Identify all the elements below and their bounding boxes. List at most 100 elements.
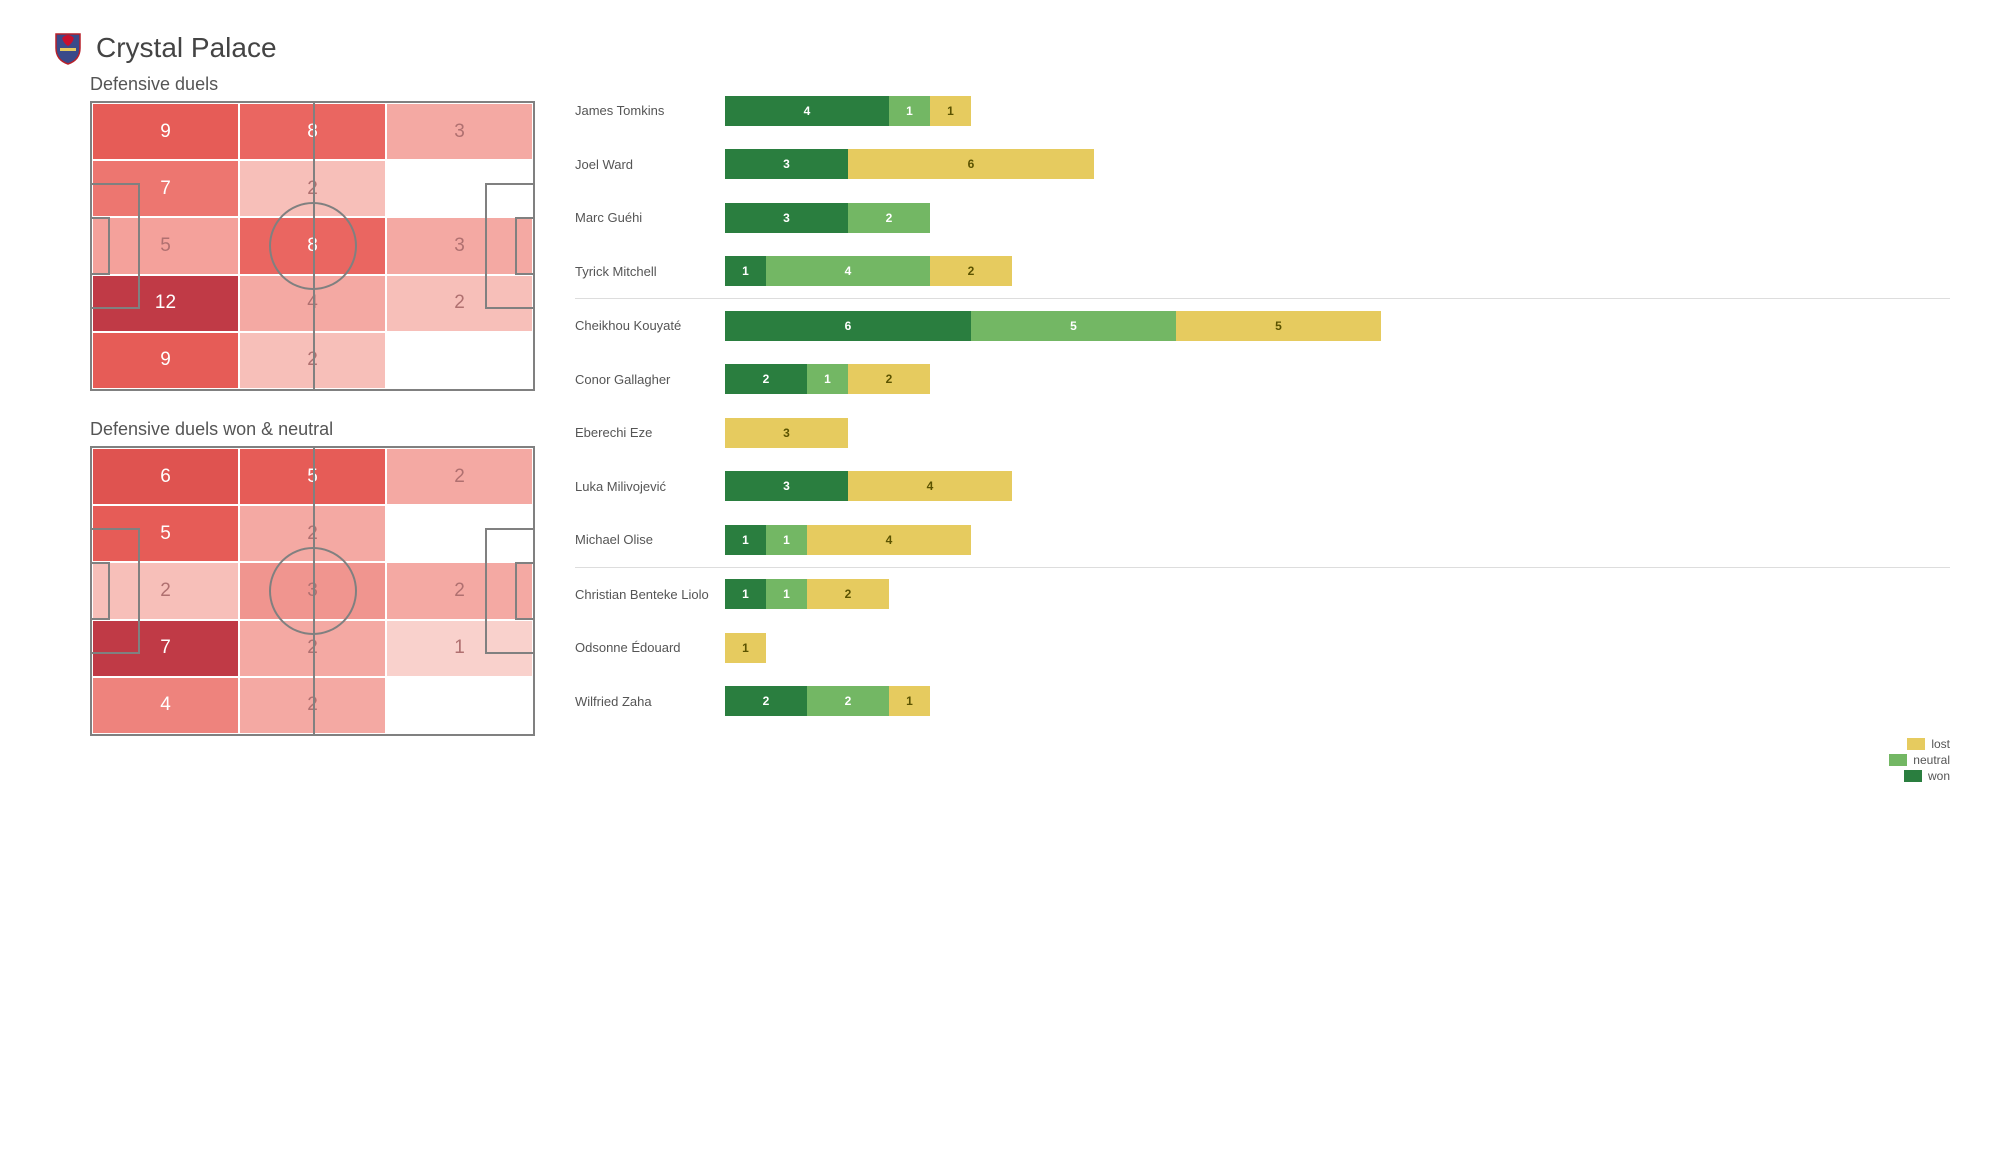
bar-track: 142 [725, 256, 1950, 286]
player-name: James Tomkins [575, 103, 725, 118]
legend-swatch [1907, 738, 1925, 750]
bar-section: Cheikhou Kouyaté655Conor Gallagher212Ebe… [575, 298, 1950, 567]
player-name: Conor Gallagher [575, 372, 725, 387]
player-row: James Tomkins411 [575, 84, 1950, 138]
pitch-cell: 8 [239, 103, 386, 160]
player-row: Michael Olise114 [575, 513, 1950, 567]
player-row: Christian Benteke Liolo112 [575, 568, 1950, 622]
bar-segment-won: 3 [725, 203, 848, 233]
player-name: Michael Olise [575, 532, 725, 547]
legend-label: neutral [1913, 752, 1950, 768]
bar-segment-neutral: 1 [889, 96, 930, 126]
player-row: Joel Ward36 [575, 138, 1950, 192]
player-row: Conor Gallagher212 [575, 353, 1950, 407]
bar-segment-won: 6 [725, 311, 971, 341]
pitch-cell: 3 [239, 562, 386, 619]
header: Crystal Palace [50, 30, 1950, 66]
legend-label: lost [1931, 736, 1950, 752]
pitch-cell: 7 [92, 160, 239, 217]
bar-sections: James Tomkins411Joel Ward36Marc Guéhi32T… [575, 84, 1950, 728]
player-name: Cheikhou Kouyaté [575, 318, 725, 333]
pitch-cell: 5 [92, 505, 239, 562]
player-name: Joel Ward [575, 157, 725, 172]
pitch-cell: 12 [92, 275, 239, 332]
bar-track: 655 [725, 311, 1950, 341]
bar-track: 411 [725, 96, 1950, 126]
pitch-cell [386, 332, 533, 389]
player-name: Marc Guéhi [575, 210, 725, 225]
bar-segment-won: 1 [725, 256, 766, 286]
pitch-cell: 2 [386, 562, 533, 619]
legend-item: neutral [1889, 752, 1950, 768]
player-row: Marc Guéhi32 [575, 191, 1950, 245]
bar-track: 114 [725, 525, 1950, 555]
pitch-cell: 7 [92, 620, 239, 677]
pitch-cell: 9 [92, 103, 239, 160]
player-row: Tyrick Mitchell142 [575, 245, 1950, 299]
bar-segment-lost: 5 [1176, 311, 1381, 341]
player-row: Cheikhou Kouyaté655 [575, 299, 1950, 353]
legend-swatch [1889, 754, 1907, 766]
legend-item: won [1889, 768, 1950, 784]
pitch-cell [386, 160, 533, 217]
pitch-cell: 8 [239, 217, 386, 274]
pitch: 6525223272142 [90, 446, 535, 736]
pitch-cell: 2 [386, 448, 533, 505]
legend-label: won [1928, 768, 1950, 784]
heatmaps-column: Defensive duels98372583124292Defensive d… [50, 74, 535, 784]
player-row: Luka Milivojević34 [575, 460, 1950, 514]
bar-segment-won: 2 [725, 364, 807, 394]
bar-track: 3 [725, 418, 1950, 448]
bar-track: 221 [725, 686, 1950, 716]
bar-track: 32 [725, 203, 1950, 233]
pitch-cell: 3 [386, 217, 533, 274]
bar-segment-won: 4 [725, 96, 889, 126]
bar-segment-won: 1 [725, 525, 766, 555]
bar-segment-won: 2 [725, 686, 807, 716]
bar-segment-lost: 2 [930, 256, 1012, 286]
bar-segment-neutral: 2 [807, 686, 889, 716]
pitch-cell: 3 [386, 103, 533, 160]
pitch-cell: 4 [92, 677, 239, 734]
pitch-cell: 2 [92, 562, 239, 619]
pitch-cell: 2 [239, 677, 386, 734]
player-row: Eberechi Eze3 [575, 406, 1950, 460]
pitch-cell: 2 [239, 160, 386, 217]
pitch-cell [386, 677, 533, 734]
pitch-cell: 2 [386, 275, 533, 332]
heatmap-title: Defensive duels won & neutral [90, 419, 535, 440]
bar-track: 36 [725, 149, 1950, 179]
pitch-cell: 5 [239, 448, 386, 505]
player-name: Luka Milivojević [575, 479, 725, 494]
bar-segment-lost: 2 [848, 364, 930, 394]
pitch-cell: 2 [239, 505, 386, 562]
heatmap-title: Defensive duels [90, 74, 535, 95]
player-name: Eberechi Eze [575, 425, 725, 440]
bar-segment-lost: 1 [725, 633, 766, 663]
bar-segment-neutral: 1 [807, 364, 848, 394]
bar-segment-won: 3 [725, 149, 848, 179]
bar-section: James Tomkins411Joel Ward36Marc Guéhi32T… [575, 84, 1950, 298]
bar-segment-lost: 1 [889, 686, 930, 716]
pitch-cell: 2 [239, 332, 386, 389]
bar-segment-neutral: 1 [766, 525, 807, 555]
bar-segment-won: 3 [725, 471, 848, 501]
player-row: Wilfried Zaha221 [575, 675, 1950, 729]
bar-segment-lost: 2 [807, 579, 889, 609]
team-crest-icon [50, 30, 86, 66]
bar-segment-neutral: 2 [848, 203, 930, 233]
bar-segment-lost: 6 [848, 149, 1094, 179]
legend-swatch [1904, 770, 1922, 782]
bar-track: 1 [725, 633, 1950, 663]
player-name: Christian Benteke Liolo [575, 587, 725, 602]
legend-item: lost [1889, 736, 1950, 752]
bar-track: 212 [725, 364, 1950, 394]
bar-segment-lost: 4 [848, 471, 1012, 501]
bar-segment-won: 1 [725, 579, 766, 609]
pitch-cell [386, 505, 533, 562]
bar-segment-lost: 1 [930, 96, 971, 126]
pitch-cell: 5 [92, 217, 239, 274]
pitch-grid: 6525223272142 [92, 448, 533, 734]
player-name: Wilfried Zaha [575, 694, 725, 709]
bar-section: Christian Benteke Liolo112Odsonne Édouar… [575, 567, 1950, 729]
